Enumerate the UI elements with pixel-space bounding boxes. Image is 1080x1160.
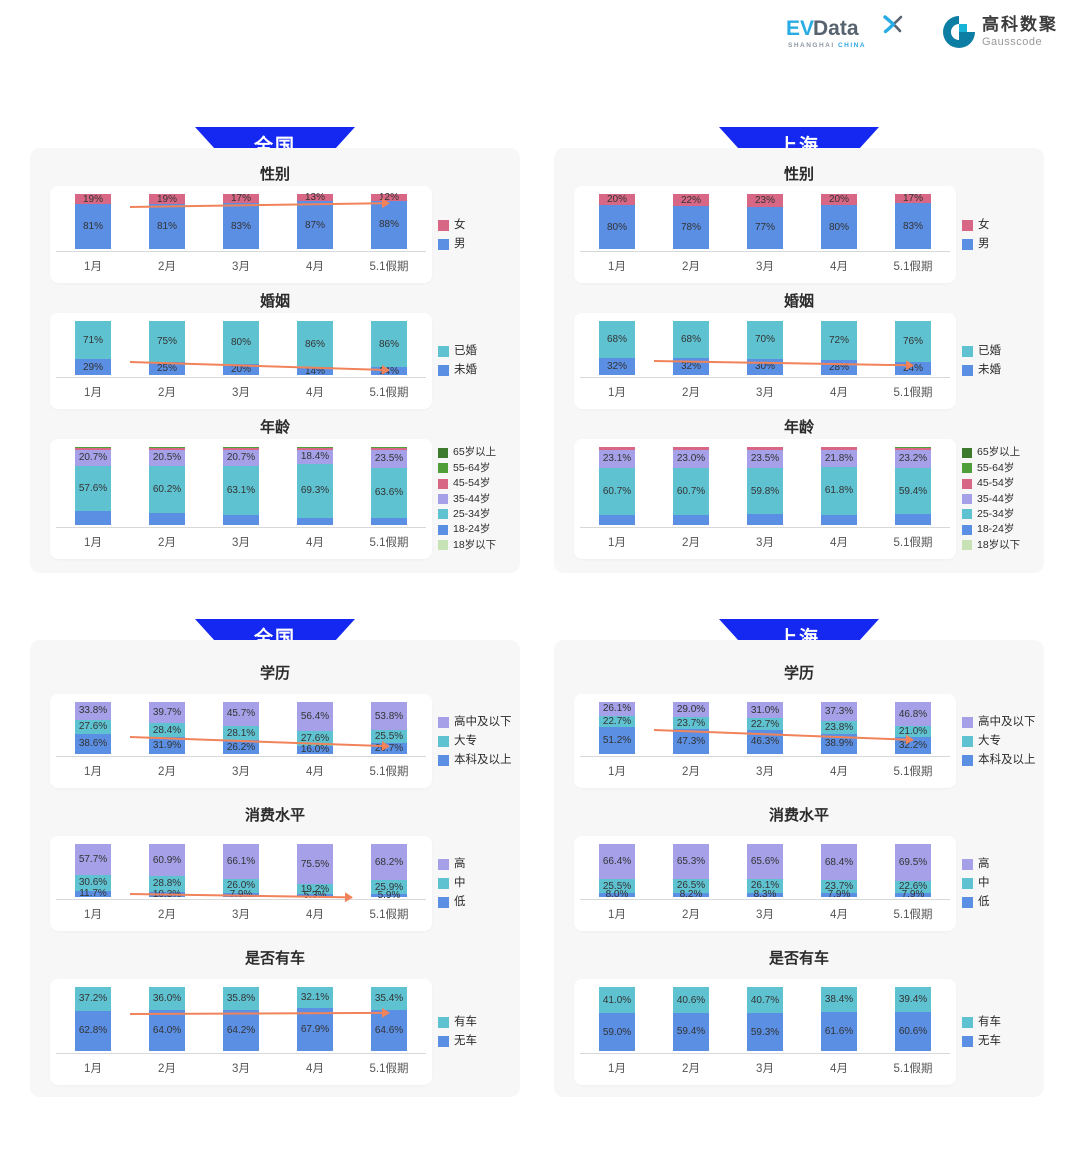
svg-text:EV: EV (786, 17, 814, 40)
svg-text:Data: Data (813, 17, 859, 40)
